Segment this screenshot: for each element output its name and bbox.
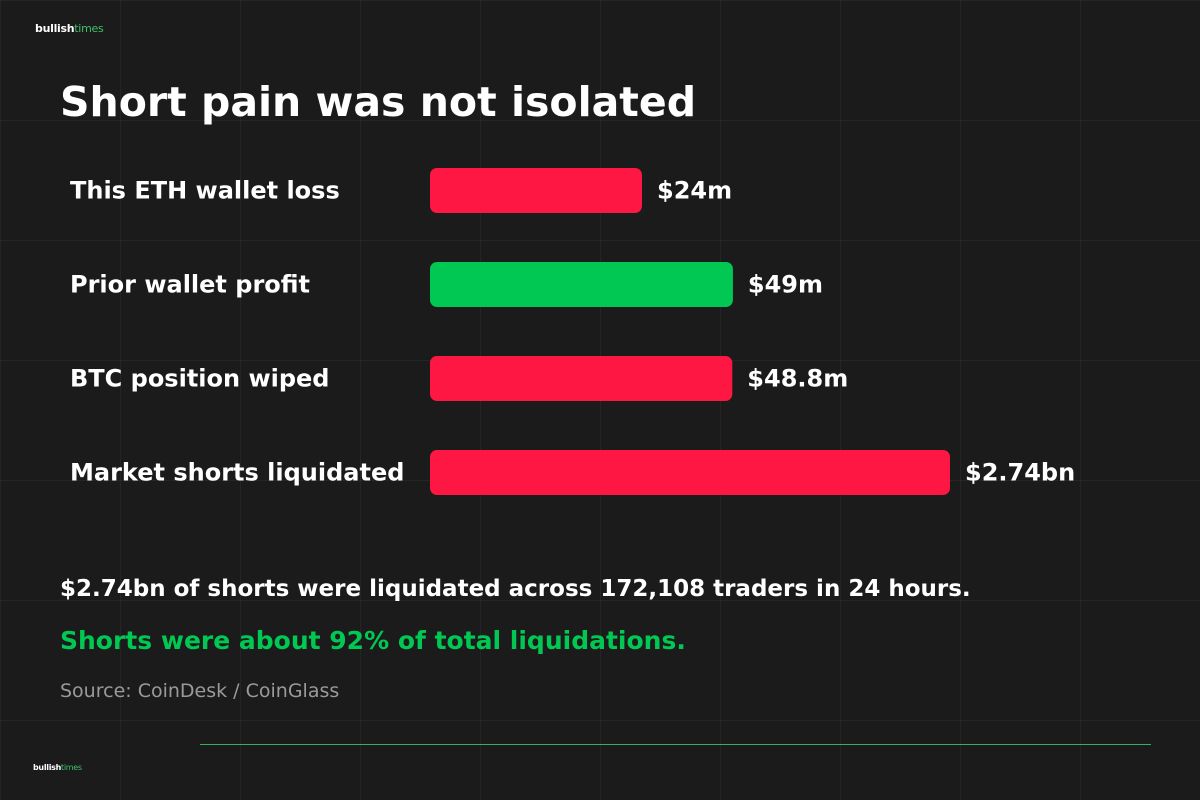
bar-value-label: $49m xyxy=(748,271,823,299)
brand-logo-bold: bullish xyxy=(35,22,75,35)
category-label: This ETH wallet loss xyxy=(70,177,340,205)
bar xyxy=(430,450,950,495)
bar-value-label: $48.8m xyxy=(747,365,848,393)
category-label: Prior wallet profit xyxy=(70,271,310,299)
source-text: Source: CoinDesk / CoinGlass xyxy=(60,680,340,702)
footer-divider xyxy=(200,744,1151,745)
brand-logo-footer-bold: bullish xyxy=(33,763,62,772)
brand-logo-thin: times xyxy=(74,22,104,35)
brand-logo-footer: bullishtimes xyxy=(33,763,82,772)
category-label: Market shorts liquidated xyxy=(70,459,404,487)
brand-logo-footer-thin: times xyxy=(61,763,82,772)
bar xyxy=(430,168,642,213)
highlight-text: Shorts were about 92% of total liquidati… xyxy=(60,626,686,655)
category-label: BTC position wiped xyxy=(70,365,329,393)
bar-value-label: $2.74bn xyxy=(965,459,1075,487)
bar xyxy=(430,262,733,307)
bar xyxy=(430,356,733,401)
brand-logo: bullishtimes xyxy=(35,22,104,35)
bar-value-label: $24m xyxy=(657,177,732,205)
chart-title: Short pain was not isolated xyxy=(60,78,697,126)
summary-text: $2.74bn of shorts were liquidated across… xyxy=(60,576,971,602)
